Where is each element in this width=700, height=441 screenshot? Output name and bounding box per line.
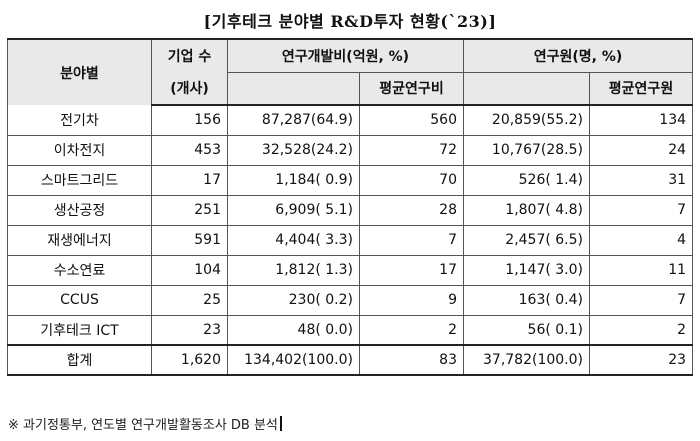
- cell-companies: 25: [151, 285, 228, 316]
- table-row: 전기차 156 87,287(64.9) 560 20,859(55.2) 13…: [7, 105, 694, 136]
- cell-avg-expense: 72: [359, 135, 464, 166]
- cell-researchers: 526( 1.4): [463, 165, 590, 196]
- cell-companies: 156: [151, 105, 228, 136]
- cell-avg-expense: 17: [359, 255, 464, 286]
- cell-rd-expense: 4,404( 3.3): [227, 225, 360, 256]
- cell-rd-expense: 1,184( 0.9): [227, 165, 360, 196]
- header-companies: 기업 수: [151, 38, 228, 72]
- cell-researchers: 1,147( 3.0): [463, 255, 590, 286]
- cell-field: 생산공정: [7, 195, 152, 226]
- cell-rd-expense: 230( 0.2): [227, 285, 360, 316]
- table-title: [기후테크 분야별 R&D투자 현황(`23)]: [203, 12, 497, 31]
- cell-total-researchers: 37,782(100.0): [463, 344, 590, 376]
- rd-investment-table: 분야별 기업 수 연구개발비(억원, %) 연구원(명, %) (개사) 평균연…: [7, 38, 694, 376]
- table-row: 기후테크 ICT 23 48( 0.0) 2 56( 0.1) 2: [7, 315, 694, 345]
- cell-avg-researchers: 7: [588, 195, 694, 226]
- cell-rd-expense: 1,812( 1.3): [227, 255, 360, 286]
- header-researchers: 연구원(명, %): [462, 38, 694, 73]
- cell-companies: 453: [151, 135, 228, 166]
- cell-rd-expense: 48( 0.0): [227, 315, 360, 345]
- cell-avg-researchers: 2: [588, 315, 694, 345]
- header-researchers-spacer: [463, 72, 590, 106]
- text-cursor: [279, 416, 282, 431]
- cell-researchers: 10,767(28.5): [463, 135, 590, 166]
- cell-field: 전기차: [7, 105, 152, 136]
- cell-field: 이차전지: [7, 135, 152, 166]
- source-note-text: ※ 과기정통부, 연도별 연구개발활동조사 DB 분석: [8, 418, 278, 433]
- cell-field: 스마트그리드: [7, 165, 152, 196]
- cell-total-rd-expense: 134,402(100.0): [227, 344, 360, 376]
- cell-avg-expense: 70: [359, 165, 464, 196]
- cell-total-field: 합계: [7, 344, 152, 376]
- cell-rd-expense: 87,287(64.9): [227, 105, 360, 136]
- cell-avg-researchers: 11: [588, 255, 694, 286]
- table-row: CCUS 25 230( 0.2) 9 163( 0.4) 7: [7, 285, 694, 316]
- cell-avg-expense: 28: [359, 195, 464, 226]
- cell-avg-expense: 560: [359, 105, 464, 136]
- table-row: 수소연료 104 1,812( 1.3) 17 1,147( 3.0) 11: [7, 255, 694, 286]
- header-rd-expense-avg: 평균연구비: [359, 71, 464, 106]
- cell-field: 재생에너지: [7, 225, 152, 256]
- total-row: 합계 1,620 134,402(100.0) 83 37,782(100.0)…: [7, 344, 694, 376]
- cell-researchers: 1,807( 4.8): [463, 195, 590, 226]
- header-companies-unit: (개사): [151, 72, 228, 106]
- cell-total-avg-researchers: 23: [588, 344, 694, 376]
- cell-avg-researchers: 4: [588, 225, 694, 256]
- cell-avg-expense: 2: [359, 315, 464, 345]
- cell-field: CCUS: [7, 285, 152, 316]
- source-note: ※ 과기정통부, 연도별 연구개발활동조사 DB 분석: [8, 414, 282, 433]
- header-rd-expense: 연구개발비(억원, %): [227, 38, 464, 73]
- cell-researchers: 20,859(55.2): [463, 105, 590, 136]
- table-row: 재생에너지 591 4,404( 3.3) 7 2,457( 6.5) 4: [7, 225, 694, 256]
- cell-field: 수소연료: [7, 255, 152, 286]
- cell-companies: 591: [151, 225, 228, 256]
- header-field: 분야별: [7, 38, 152, 105]
- cell-companies: 23: [151, 315, 228, 345]
- cell-avg-expense: 9: [359, 285, 464, 316]
- table-row: 스마트그리드 17 1,184( 0.9) 70 526( 1.4) 31: [7, 165, 694, 196]
- cell-avg-researchers: 7: [588, 285, 694, 316]
- header-rd-expense-spacer: [227, 72, 360, 106]
- cell-companies: 104: [151, 255, 228, 286]
- cell-researchers: 56( 0.1): [463, 315, 590, 345]
- cell-companies: 251: [151, 195, 228, 226]
- table-row: 생산공정 251 6,909( 5.1) 28 1,807( 4.8) 7: [7, 195, 694, 226]
- cell-total-avg-expense: 83: [359, 344, 464, 376]
- cell-companies: 17: [151, 165, 228, 196]
- cell-avg-researchers: 24: [588, 135, 694, 166]
- cell-field: 기후테크 ICT: [7, 315, 152, 345]
- cell-researchers: 2,457( 6.5): [463, 225, 590, 256]
- table-row: 이차전지 453 32,528(24.2) 72 10,767(28.5) 24: [7, 135, 694, 166]
- cell-avg-researchers: 134: [588, 105, 694, 136]
- cell-avg-expense: 7: [359, 225, 464, 256]
- cell-total-companies: 1,620: [151, 344, 228, 376]
- cell-rd-expense: 6,909( 5.1): [227, 195, 360, 226]
- cell-avg-researchers: 31: [588, 165, 694, 196]
- cell-rd-expense: 32,528(24.2): [227, 135, 360, 166]
- header-researchers-avg: 평균연구원: [588, 71, 694, 106]
- cell-researchers: 163( 0.4): [463, 285, 590, 316]
